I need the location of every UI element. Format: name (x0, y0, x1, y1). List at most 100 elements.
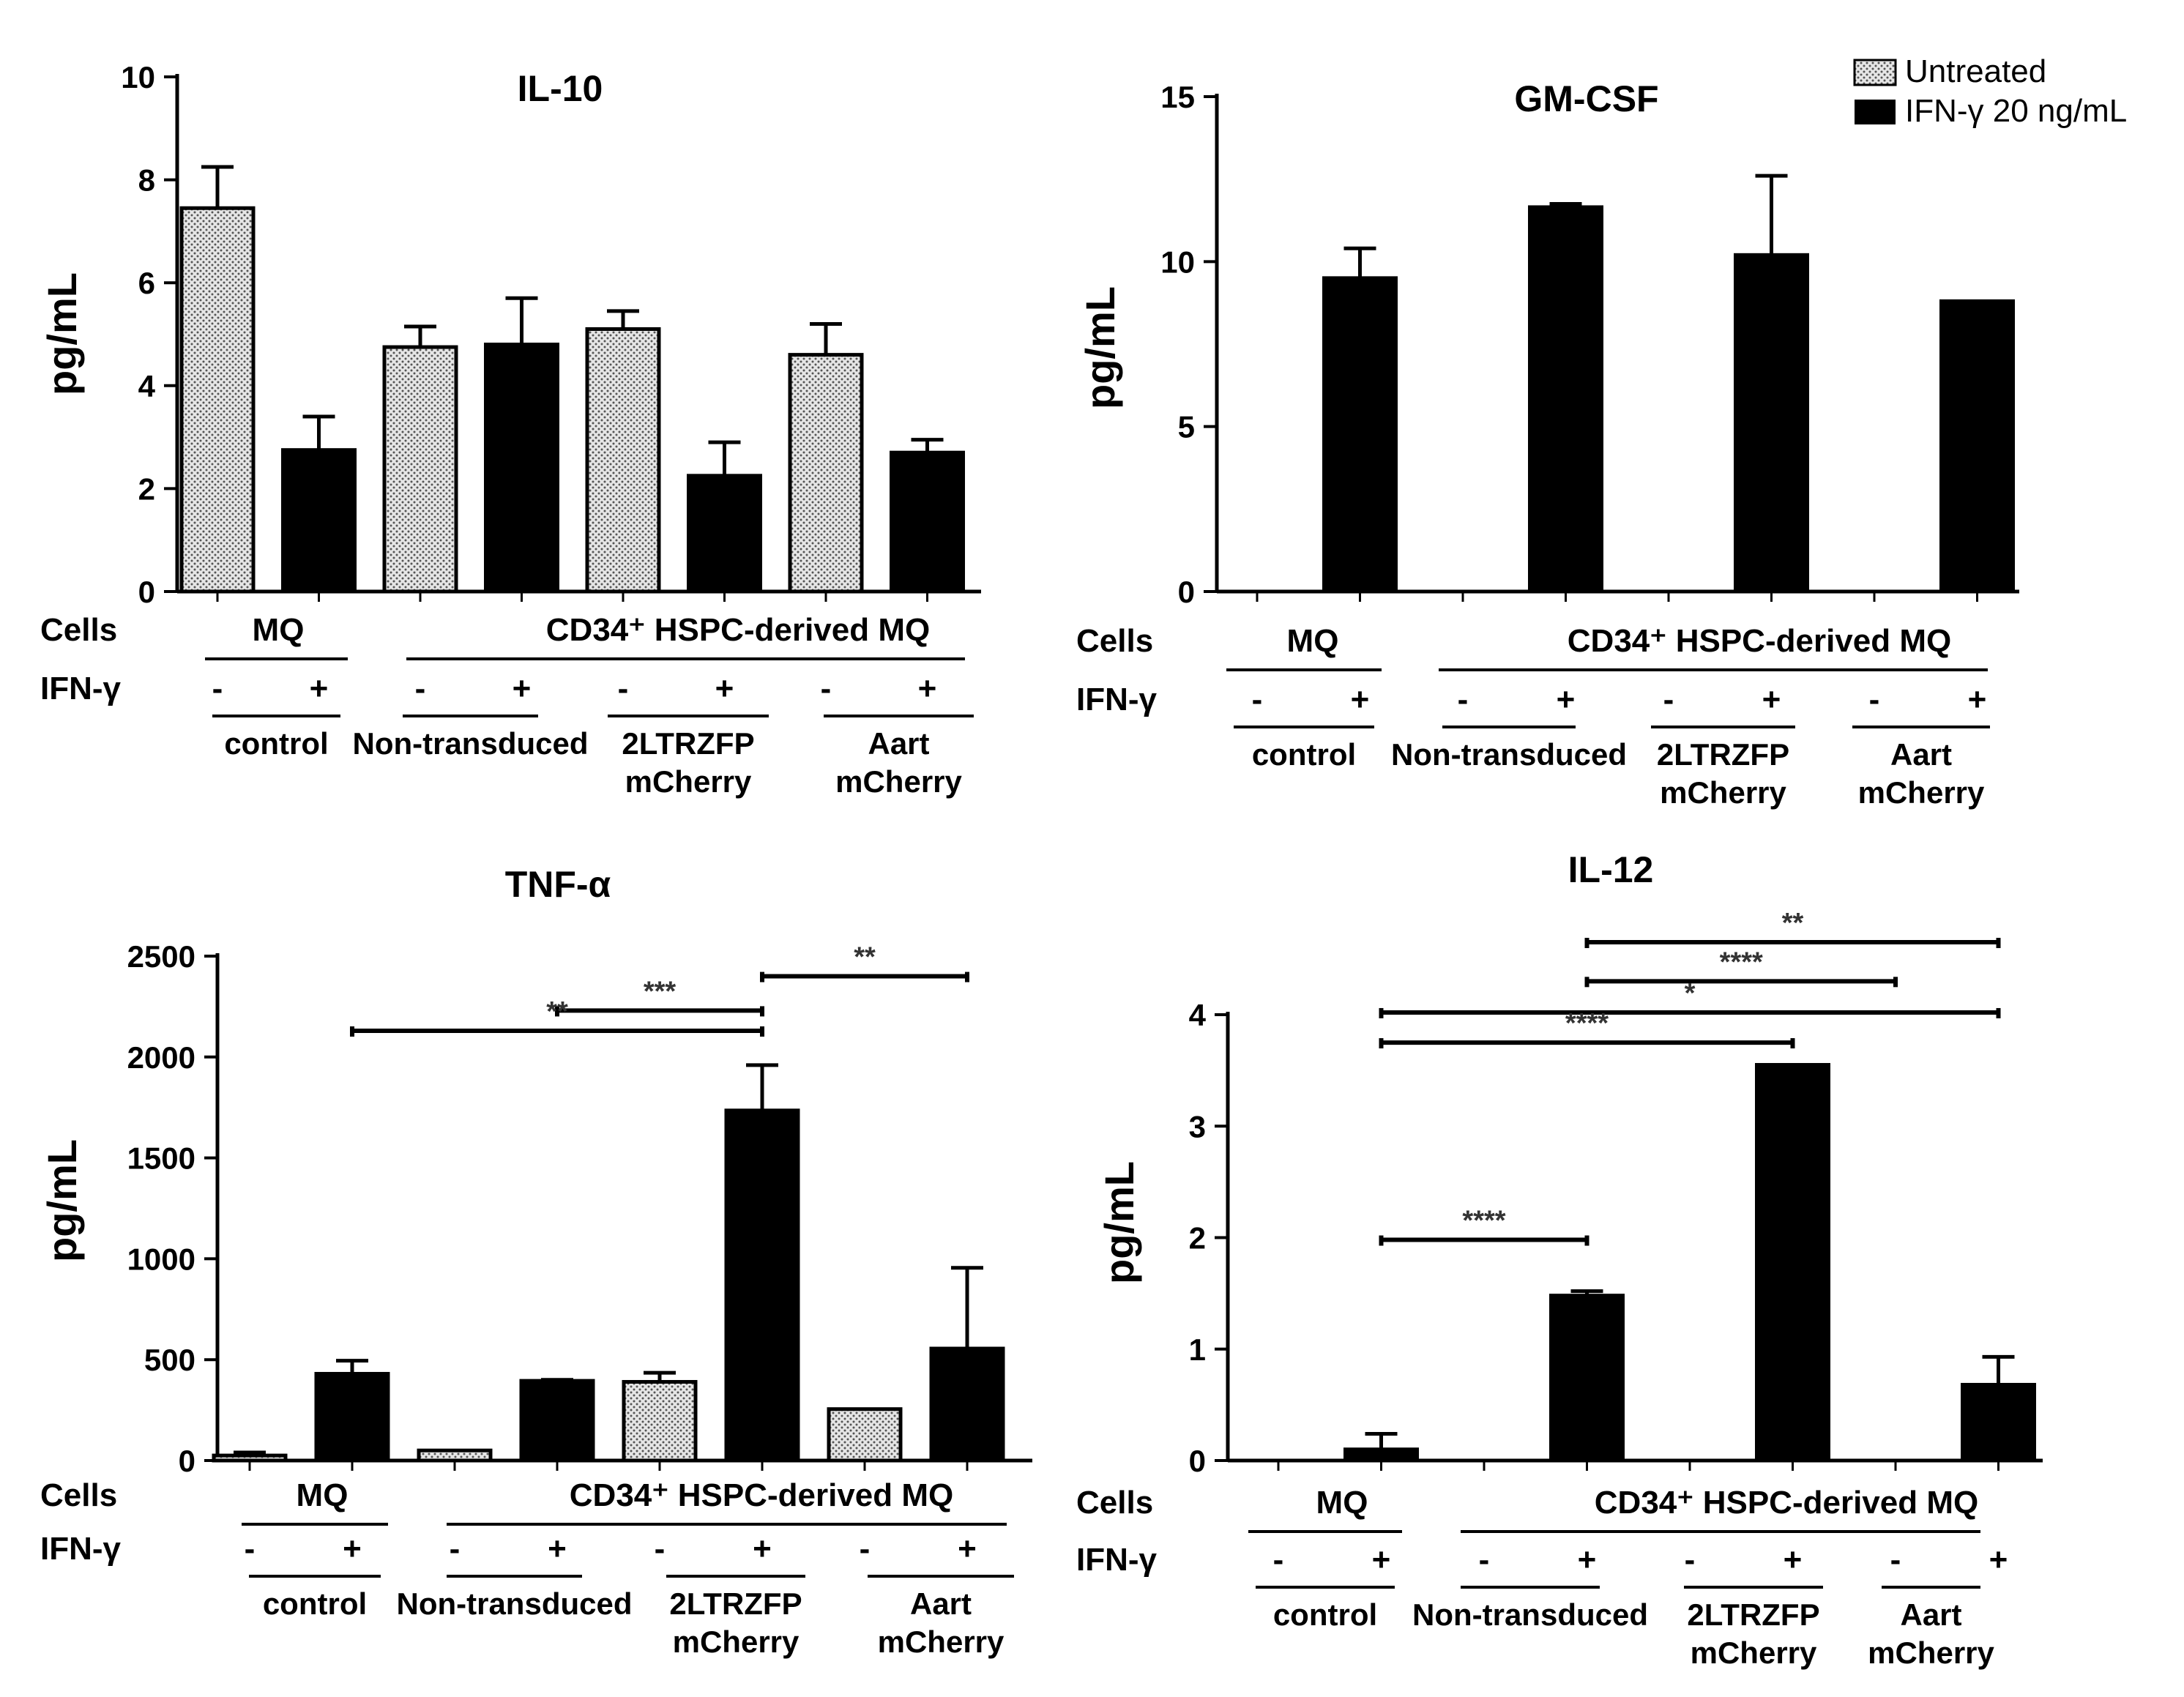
legend: Untreated IFN-γ 20 ng/mL (1853, 53, 2127, 129)
y-tick-label: 2000 (127, 1040, 195, 1075)
mq-label: MQ (297, 1477, 349, 1513)
ifn-plus-label: + (1557, 682, 1576, 717)
ifn-plus-label: + (1372, 1542, 1391, 1578)
y-axis-label: pg/mL (1096, 1161, 1142, 1284)
group-label: mCherry (835, 764, 962, 799)
ifn-minus-label: - (860, 1531, 871, 1567)
group-label: Aart (1890, 737, 1952, 772)
cd34-label: CD34⁺ HSPC-derived MQ (546, 612, 930, 648)
ifn-plus-label: + (548, 1531, 567, 1567)
bar (179, 206, 256, 594)
cd34-label: CD34⁺ HSPC-derived MQ (570, 1477, 953, 1513)
ifn-minus-label: - (1479, 1542, 1490, 1578)
bar (687, 474, 762, 594)
y-axis-label: pg/mL (39, 1139, 85, 1262)
chart-title: TNF-α (505, 864, 611, 905)
y-axis-label: pg/mL (39, 272, 85, 395)
bar (827, 1407, 903, 1463)
y-tick-label: 15 (1160, 80, 1195, 114)
ifn-plus-label: + (1989, 1542, 2008, 1578)
y-tick-label: 0 (1178, 575, 1195, 609)
chart-gm-csf: GM-CSF pg/mL 0 5 10 15 Cells MQ CD34⁺ HSPC-deriv… (1076, 78, 2019, 810)
y-tick-label: 4 (1189, 998, 1207, 1032)
bar (1549, 1294, 1625, 1463)
y-tick-label: 500 (144, 1343, 195, 1377)
group-label: Aart (910, 1586, 972, 1621)
group-label: Aart (1900, 1597, 1961, 1632)
significance-label: ** (854, 942, 876, 973)
ifn-minus-label: - (1273, 1542, 1284, 1578)
bar (890, 450, 965, 594)
ifn-minus-label: - (1458, 682, 1469, 717)
group-label: Non-transduced (1391, 737, 1627, 772)
y-tick-label: 10 (1160, 245, 1195, 279)
bar (382, 345, 458, 594)
group-label: mCherry (673, 1625, 800, 1659)
ifn-minus-label: - (618, 671, 629, 706)
group-label: mCherry (1868, 1636, 1994, 1670)
cells-label: Cells (40, 1477, 117, 1513)
group-label: 2LTRZFP (1687, 1597, 1819, 1632)
y-tick-label: 2500 (127, 939, 195, 974)
y-tick-label: 2 (138, 471, 155, 506)
ifn-label: IFN-γ (1076, 682, 1158, 717)
bar (212, 1453, 288, 1463)
ifn-plus-label: + (753, 1531, 772, 1567)
bar (1343, 1447, 1419, 1463)
ifn-plus-label: + (1968, 682, 1987, 717)
group-label: mCherry (625, 764, 752, 799)
y-tick-label: 6 (138, 266, 155, 300)
bar (314, 1371, 390, 1463)
ifn-minus-label: - (1685, 1542, 1696, 1578)
legend-label-ifn: IFN-γ 20 ng/mL (1905, 93, 2127, 129)
group-label: control (224, 726, 328, 761)
chart-title: GM-CSF (1514, 78, 1658, 119)
ifn-minus-label: - (655, 1531, 666, 1567)
group-label: control (1273, 1597, 1377, 1632)
y-tick-label: 2 (1189, 1221, 1206, 1256)
chart-il-10: IL-10 pg/mL 0 2 4 6 8 10 Cells MQ CD34⁺ HSPC-deriv… (39, 60, 981, 799)
group-label: 2LTRZFP (669, 1586, 802, 1621)
significance-label: *** (644, 976, 677, 1007)
bar (1961, 1382, 2036, 1463)
y-tick-label: 1500 (127, 1141, 195, 1176)
y-tick-label: 4 (138, 369, 156, 403)
mq-label: MQ (1316, 1485, 1368, 1521)
ifn-plus-label: + (1351, 682, 1370, 717)
chart-title: IL-10 (518, 68, 603, 109)
bar (519, 1379, 595, 1463)
y-tick-label: 1 (1189, 1332, 1206, 1367)
bar (1755, 1063, 1830, 1463)
significance-label: ** (1782, 908, 1804, 939)
cells-label: Cells (1076, 1485, 1153, 1521)
bar (417, 1448, 493, 1463)
bar (724, 1108, 800, 1463)
bar (1939, 299, 2015, 594)
group-label: Non-transduced (352, 726, 588, 761)
ifn-plus-label: + (343, 1531, 362, 1567)
ifn-minus-label: - (245, 1531, 256, 1567)
y-tick-label: 0 (179, 1444, 195, 1478)
ifn-label: IFN-γ (1076, 1542, 1158, 1578)
group-label: mCherry (878, 1625, 1005, 1659)
ifn-plus-label: + (958, 1531, 977, 1567)
y-tick-label: 0 (1189, 1444, 1206, 1478)
ifn-plus-label: + (310, 671, 329, 706)
group-label: mCherry (1858, 775, 1985, 810)
mq-label: MQ (253, 612, 305, 648)
chart-title: IL-12 (1568, 849, 1654, 890)
y-tick-label: 0 (138, 575, 155, 609)
ifn-plus-label: + (1578, 1542, 1597, 1578)
bar (1322, 276, 1398, 594)
legend-swatch-untreated (1853, 59, 1897, 86)
bar (1734, 253, 1809, 594)
y-tick-label: 8 (138, 163, 155, 198)
ifn-minus-label: - (450, 1531, 461, 1567)
group-label: mCherry (1660, 775, 1786, 810)
legend-label-untreated: Untreated (1905, 53, 2046, 89)
ifn-minus-label: - (1663, 682, 1674, 717)
y-tick-label: 5 (1178, 410, 1195, 444)
cells-label: Cells (1076, 623, 1153, 659)
